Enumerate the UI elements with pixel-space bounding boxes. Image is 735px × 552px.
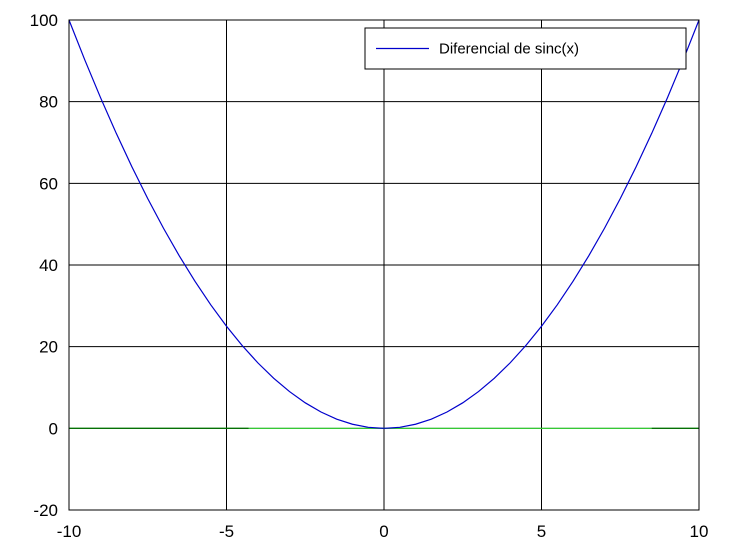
y-tick-label: 60 — [39, 174, 58, 193]
plot-frame — [68, 19, 700, 511]
y-tick-label: 100 — [30, 11, 58, 30]
series-group — [68, 19, 700, 429]
y-tick-label: 80 — [39, 93, 58, 112]
grid-lines — [68, 19, 700, 511]
y-tick-label: 20 — [39, 338, 58, 357]
x-tick-label: -5 — [219, 522, 234, 541]
legend-label: Diferencial de sinc(x) — [439, 41, 579, 58]
tick-labels: -10 -5 0 5 10 -20 0 20 40 60 80 100 — [30, 11, 709, 541]
y-tick-label: 40 — [39, 256, 58, 275]
y-tick-label: -20 — [33, 501, 58, 520]
series-line-diferencial-sinc — [68, 19, 700, 429]
x-tick-label: 0 — [379, 522, 388, 541]
legend: Diferencial de sinc(x) — [364, 27, 687, 70]
x-tick-label: 5 — [537, 522, 546, 541]
y-tick-label: 0 — [49, 419, 58, 438]
x-tick-label: 10 — [690, 522, 709, 541]
x-tick-label: -10 — [57, 522, 82, 541]
